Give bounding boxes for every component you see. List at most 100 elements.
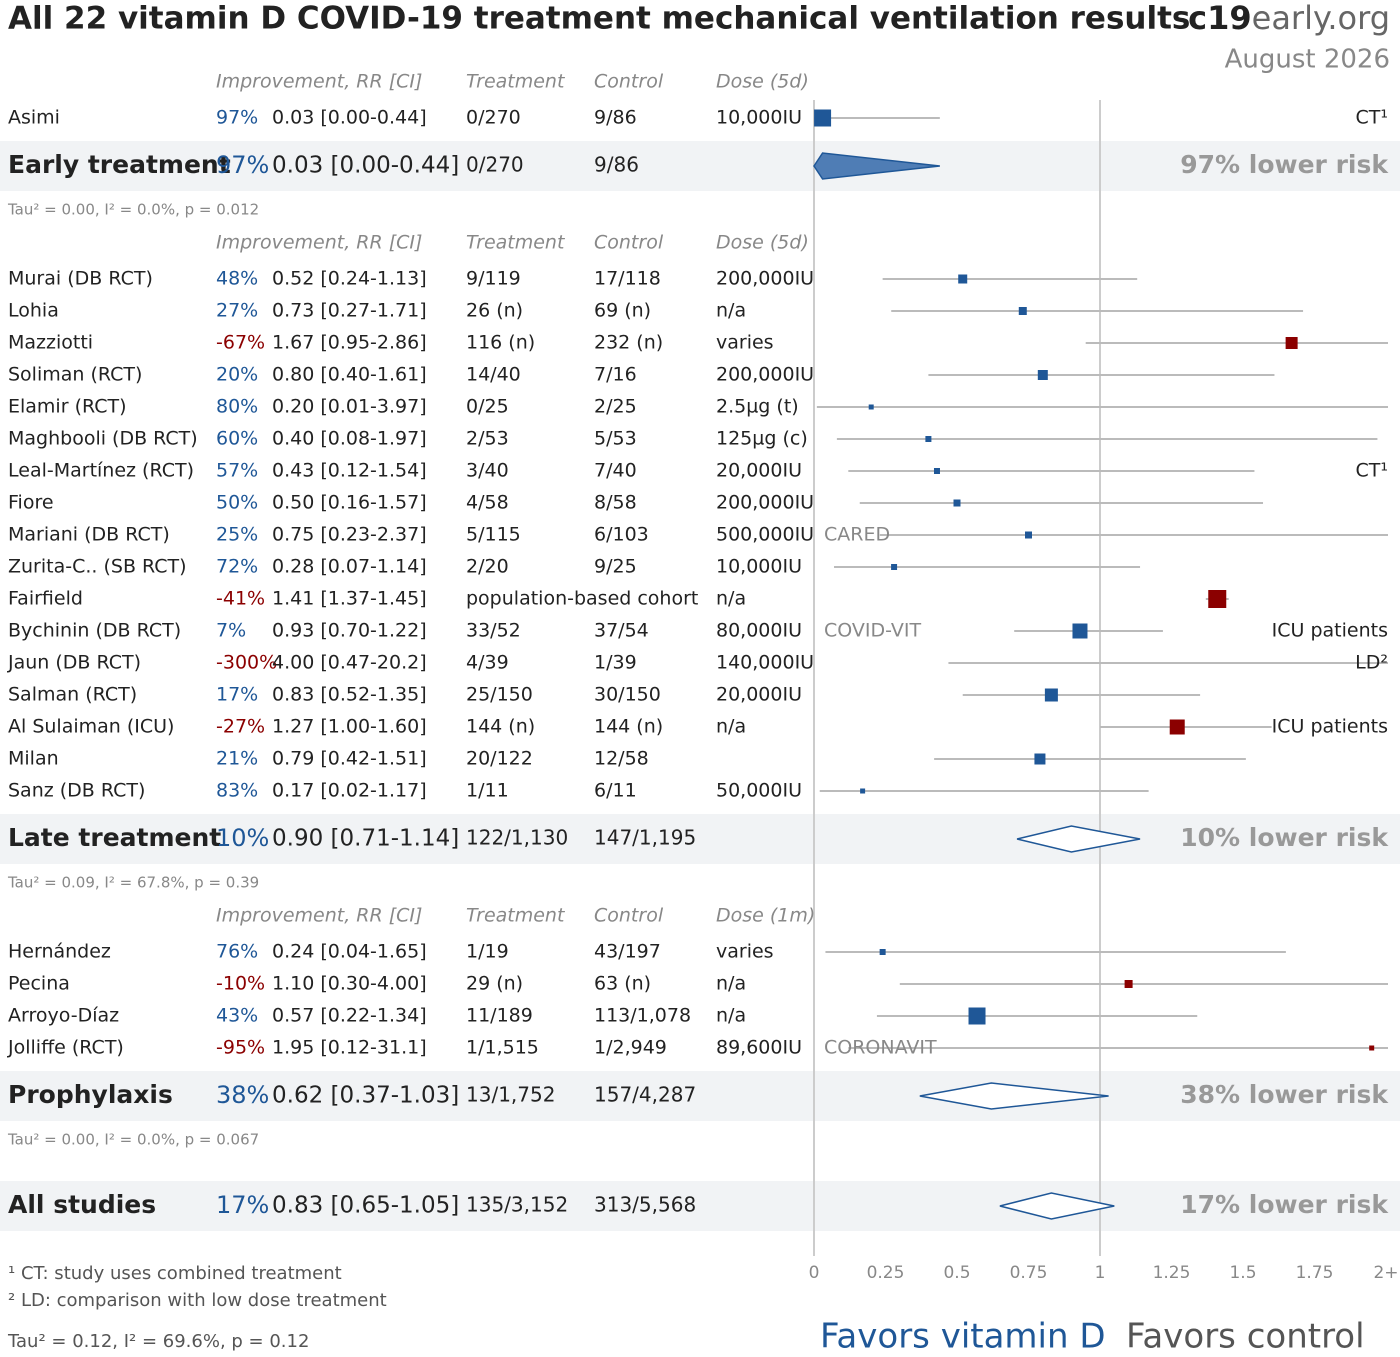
rr-ci: 0.83 [0.65-1.05] bbox=[272, 1193, 459, 1219]
column-header: Control bbox=[594, 232, 664, 254]
control: 69 (n) bbox=[594, 300, 651, 322]
rr-ci: 0.57 [0.22-1.34] bbox=[272, 1005, 427, 1027]
column-header: Control bbox=[594, 905, 664, 927]
summary-band bbox=[0, 814, 1400, 864]
column-header: Treatment bbox=[466, 71, 566, 93]
improvement: 21% bbox=[216, 748, 258, 770]
effect-square bbox=[1072, 623, 1088, 639]
x-tick-label: 0.75 bbox=[1010, 1263, 1048, 1283]
control: 8/58 bbox=[594, 492, 637, 514]
improvement: 7% bbox=[216, 620, 246, 642]
summary-name: All studies bbox=[8, 1190, 156, 1219]
study-note: CARED bbox=[824, 524, 890, 546]
control: 1/2,949 bbox=[594, 1037, 667, 1059]
treatment: 4/39 bbox=[466, 652, 509, 674]
rr-ci: 0.79 [0.42-1.51] bbox=[272, 748, 427, 770]
control: 5/53 bbox=[594, 428, 637, 450]
treatment: 1/11 bbox=[466, 780, 509, 802]
summary-diamond bbox=[919, 1082, 1109, 1110]
control: 144 (n) bbox=[594, 716, 663, 738]
improvement: 97% bbox=[216, 107, 258, 129]
improvement: 10% bbox=[216, 824, 269, 852]
column-header: Treatment bbox=[466, 905, 566, 927]
control: 9/25 bbox=[594, 556, 637, 578]
study-remark: CT¹ bbox=[1356, 107, 1389, 129]
study-name: Fiore bbox=[8, 492, 54, 514]
effect-square bbox=[1037, 370, 1048, 380]
dose: 89,600IU bbox=[716, 1037, 802, 1059]
effect-square bbox=[933, 468, 940, 474]
study-name: Sanz (DB RCT) bbox=[8, 780, 145, 802]
study-note: COVID-VIT bbox=[824, 620, 921, 642]
rr-ci: 0.20 [0.01-3.97] bbox=[272, 396, 427, 418]
improvement: -300% bbox=[216, 652, 277, 674]
risk: 38% lower risk bbox=[1180, 1080, 1389, 1109]
rr-ci: 0.83 [0.52-1.35] bbox=[272, 684, 427, 706]
rr-ci: 0.62 [0.37-1.03] bbox=[272, 1083, 459, 1109]
dose: 10,000IU bbox=[716, 556, 802, 578]
rr-ci: 0.24 [0.04-1.65] bbox=[272, 941, 427, 963]
plot-area bbox=[813, 109, 1388, 1220]
dose: n/a bbox=[716, 716, 746, 738]
dose: 10,000IU bbox=[716, 107, 802, 129]
improvement: 38% bbox=[216, 1081, 269, 1109]
summary-band bbox=[0, 141, 1400, 191]
site-bold: c19 bbox=[1188, 0, 1252, 37]
risk: 10% lower risk bbox=[1180, 823, 1389, 852]
study-name: Elamir (RCT) bbox=[8, 396, 127, 418]
dose: 140,000IU bbox=[716, 652, 814, 674]
treatment: 144 (n) bbox=[466, 716, 535, 738]
chart-title: All 22 vitamin D COVID-19 treatment mech… bbox=[8, 1, 1190, 37]
summary-band bbox=[0, 1071, 1400, 1121]
rr-ci: 0.73 [0.27-1.71] bbox=[272, 300, 427, 322]
footnote: ¹ CT: study uses combined treatment bbox=[8, 1263, 342, 1284]
column-header: Dose (1m) bbox=[716, 905, 815, 927]
x-tick-label: 0 bbox=[809, 1263, 820, 1283]
tau: Tau² = 0.00, I² = 0.0%, p = 0.012 bbox=[7, 201, 259, 219]
control: 30/150 bbox=[594, 684, 661, 706]
control: 7/16 bbox=[594, 364, 637, 386]
improvement: 20% bbox=[216, 364, 258, 386]
control: 232 (n) bbox=[594, 332, 663, 354]
control: 9/86 bbox=[594, 107, 637, 129]
column-header: Treatment bbox=[466, 232, 566, 254]
column-header: Control bbox=[594, 71, 664, 93]
improvement: -41% bbox=[216, 588, 265, 610]
x-tick-label: 1.75 bbox=[1296, 1263, 1334, 1283]
treatment: 9/119 bbox=[466, 268, 521, 290]
treatment: 2/53 bbox=[466, 428, 509, 450]
dose: n/a bbox=[716, 973, 746, 995]
control: 7/40 bbox=[594, 460, 637, 482]
summary-diamond bbox=[999, 1192, 1115, 1220]
rr-ci: 0.90 [0.71-1.14] bbox=[272, 826, 459, 852]
treatment: 20/122 bbox=[466, 748, 533, 770]
rr-ci: 0.17 [0.02-1.17] bbox=[272, 780, 427, 802]
improvement: -95% bbox=[216, 1037, 265, 1059]
x-tick-label: 0.25 bbox=[867, 1263, 905, 1283]
treatment: 5/115 bbox=[466, 524, 521, 546]
treatment: 11/189 bbox=[466, 1005, 533, 1027]
dose: 50,000IU bbox=[716, 780, 802, 802]
dose: varies bbox=[716, 941, 774, 963]
improvement: 76% bbox=[216, 941, 258, 963]
study-name: Mazziotti bbox=[8, 332, 93, 354]
summary-name: Prophylaxis bbox=[8, 1080, 173, 1109]
control: 1/39 bbox=[594, 652, 637, 674]
control: 313/5,568 bbox=[594, 1193, 696, 1217]
control: 6/103 bbox=[594, 524, 649, 546]
study-name: Jaun (DB RCT) bbox=[7, 652, 141, 674]
column-header: Dose (5d) bbox=[716, 71, 809, 93]
study-name: Lohia bbox=[8, 300, 59, 322]
treatment: 116 (n) bbox=[466, 332, 535, 354]
x-tick-label: 2+ bbox=[1373, 1263, 1398, 1283]
control: 63 (n) bbox=[594, 973, 651, 995]
column-header: Improvement, RR [CI] bbox=[216, 71, 422, 93]
dose: 200,000IU bbox=[716, 364, 814, 386]
overall-tau: Tau² = 0.12, I² = 69.6%, p = 0.12 bbox=[7, 1331, 309, 1352]
control: 6/11 bbox=[594, 780, 637, 802]
treatment: 0/25 bbox=[466, 396, 509, 418]
rr-ci: 0.93 [0.70-1.22] bbox=[272, 620, 427, 642]
treatment: 25/150 bbox=[466, 684, 533, 706]
treatment: 29 (n) bbox=[466, 973, 523, 995]
